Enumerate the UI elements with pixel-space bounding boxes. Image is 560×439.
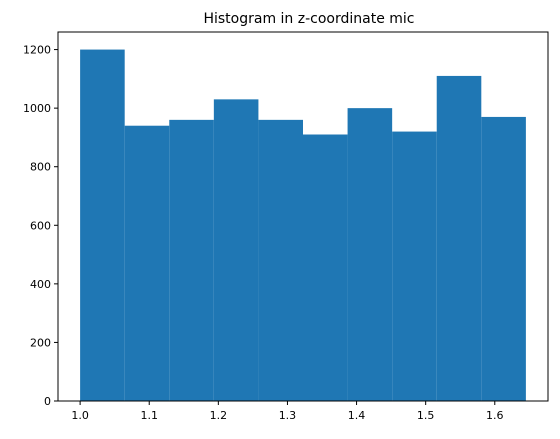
x-tick-label: 1.1 <box>140 409 158 422</box>
y-tick-label: 600 <box>30 219 51 232</box>
histogram-bar <box>481 116 526 401</box>
x-axis-ticks: 1.0 1.1 1.2 1.3 1.4 1.5 1.6 <box>71 401 504 422</box>
y-tick-label: 1000 <box>23 102 51 115</box>
y-tick-label: 200 <box>30 336 51 349</box>
x-tick-label: 1.4 <box>348 409 366 422</box>
plot-frame <box>57 31 549 402</box>
histogram-bar <box>124 125 170 401</box>
y-tick-label: 0 <box>44 395 51 408</box>
y-tick-label: 400 <box>30 278 51 291</box>
x-tick-label: 1.6 <box>486 409 504 422</box>
histogram-bar <box>258 119 303 401</box>
histogram-bar <box>303 134 348 401</box>
y-tick-label: 1200 <box>23 44 51 57</box>
histogram-bar <box>213 99 259 401</box>
x-tick-label: 1.0 <box>71 409 89 422</box>
y-tick-label: 800 <box>30 161 51 174</box>
bars-group <box>80 49 526 402</box>
histogram-bar <box>392 131 437 402</box>
x-tick-label: 1.3 <box>279 409 297 422</box>
histogram-bar <box>436 75 482 401</box>
histogram-bar <box>347 108 393 402</box>
histogram-bar <box>169 119 214 401</box>
x-tick-label: 1.5 <box>417 409 435 422</box>
x-tick-label: 1.2 <box>210 409 228 422</box>
histogram-bar <box>80 49 125 401</box>
y-axis-ticks: 0 200 400 600 800 1000 1200 <box>23 44 58 408</box>
chart-title: Histogram in z-coordinate mic <box>203 11 414 27</box>
